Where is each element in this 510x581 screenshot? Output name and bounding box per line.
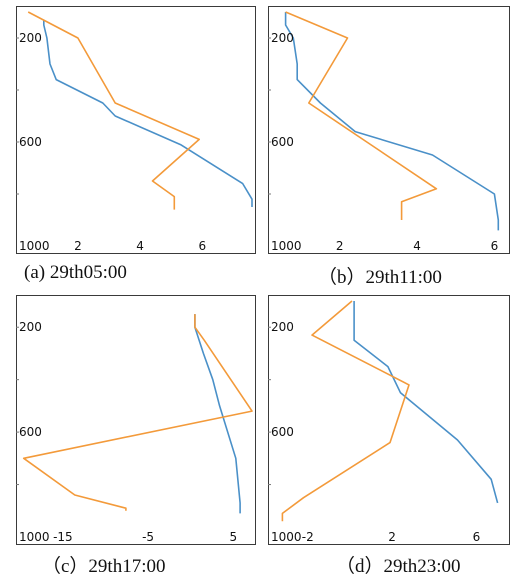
caption-d: （d）29th23:00 [336,556,461,577]
plot-frame-a [16,6,256,254]
y-tick-label-b-600: 600 [271,135,294,149]
series-orange-line-a [27,11,200,210]
x-tick-label-c--5: -5 [142,530,154,544]
y-tick-label-d-1000: 1000 [271,530,302,544]
x-tick-label-d-2: 2 [388,530,396,544]
series-blue-line-d [353,301,499,504]
series-blue-line-c [194,314,241,514]
x-tick-label-b-4: 4 [413,239,421,253]
x-tick-label-c--15: -15 [53,530,73,544]
y-tick-label-a-600: 600 [19,135,42,149]
y-tick-label-d-200: 200 [271,320,294,334]
caption-a: (a) 29th05:00 [24,262,127,283]
plot-frame-c [16,295,256,545]
y-tick-label-c-1000: 1000 [19,530,50,544]
y-tick-label-a-1000: 1000 [19,239,50,253]
y-tick-label-b-1000: 1000 [271,239,302,253]
series-orange-line-b [285,11,438,220]
x-tick-label-b-6: 6 [491,239,499,253]
x-tick-label-d-6: 6 [473,530,481,544]
y-tick-label-c-200: 200 [19,320,42,334]
y-tick-label-c-600: 600 [19,425,42,439]
series-blue-line-a [42,19,253,207]
caption-c: （c）29th17:00 [42,556,166,577]
x-tick-label-d--2: -2 [302,530,314,544]
series-orange-line-c [22,314,253,511]
series-blue-line-b [284,12,500,231]
y-tick-label-b-200: 200 [271,31,294,45]
x-tick-label-a-6: 6 [198,239,206,253]
y-tick-label-a-200: 200 [19,31,42,45]
caption-b: （b）29th11:00 [318,267,442,288]
x-tick-label-a-4: 4 [136,239,144,253]
x-tick-label-a-2: 2 [74,239,82,253]
y-tick-label-d-600: 600 [271,425,294,439]
x-tick-label-b-2: 2 [336,239,344,253]
x-tick-label-c-5: 5 [229,530,237,544]
series-orange-line-d [281,300,410,522]
